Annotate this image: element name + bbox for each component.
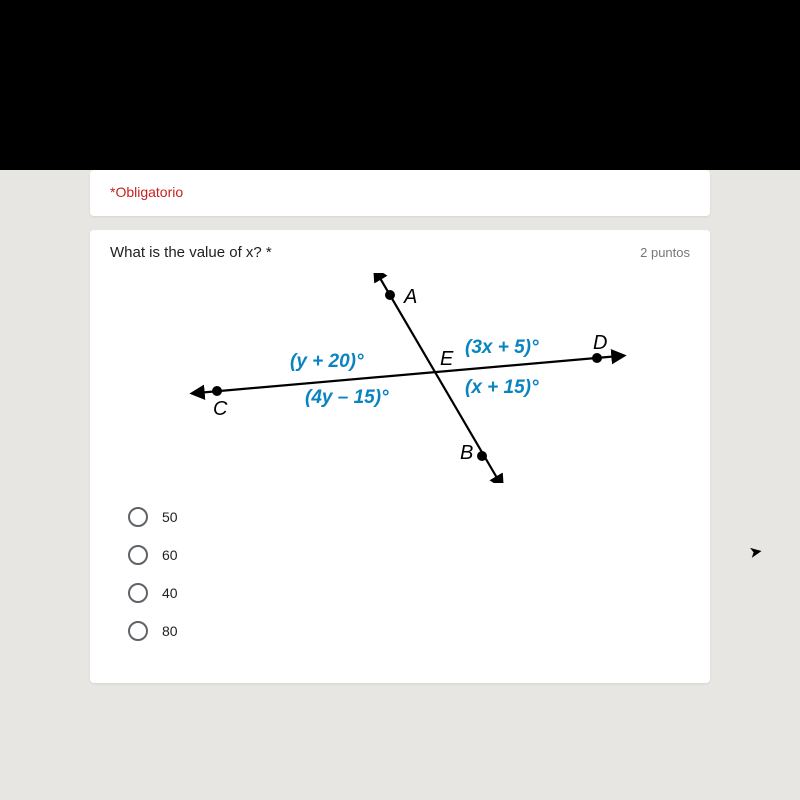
question-text: What is the value of x? * <box>110 244 272 261</box>
angle-ceb: (4y – 15)° <box>305 387 389 408</box>
label-e: E <box>440 348 454 370</box>
point-d <box>592 353 602 363</box>
point-c <box>212 386 222 396</box>
cursor-icon: ➤ <box>747 541 764 563</box>
label-b: B <box>460 442 473 464</box>
option-label: 80 <box>162 623 178 639</box>
geometry-diagram: A B C D E (y + 20)° (3x + 5)° (4y – 15)°… <box>165 273 635 483</box>
label-d: D <box>593 332 607 354</box>
point-b <box>477 451 487 461</box>
diagram-container: A B C D E (y + 20)° (3x + 5)° (4y – 15)°… <box>110 267 690 493</box>
option-label: 60 <box>162 547 178 563</box>
option-60[interactable]: 60 <box>128 545 690 565</box>
angle-aec: (y + 20)° <box>290 351 364 372</box>
answer-options: 50 60 40 80 <box>110 493 690 669</box>
question-header: What is the value of x? * 2 puntos <box>110 244 690 261</box>
option-40[interactable]: 40 <box>128 583 690 603</box>
label-c: C <box>213 398 228 420</box>
question-card: What is the value of x? * 2 puntos <box>90 230 710 683</box>
question-points: 2 puntos <box>640 245 690 260</box>
angle-aed: (3x + 5)° <box>465 337 539 358</box>
radio-icon <box>128 545 148 565</box>
line-cd <box>197 356 619 393</box>
option-50[interactable]: 50 <box>128 507 690 527</box>
point-a <box>385 290 395 300</box>
radio-icon <box>128 507 148 527</box>
label-a: A <box>403 286 417 308</box>
option-label: 50 <box>162 509 178 525</box>
angle-deb: (x + 15)° <box>465 377 539 398</box>
required-label: *Obligatorio <box>110 184 183 200</box>
option-label: 40 <box>162 585 178 601</box>
radio-icon <box>128 621 148 641</box>
option-80[interactable]: 80 <box>128 621 690 641</box>
form-viewport: *Obligatorio What is the value of x? * 2… <box>0 170 800 800</box>
required-card: *Obligatorio <box>90 170 710 216</box>
radio-icon <box>128 583 148 603</box>
